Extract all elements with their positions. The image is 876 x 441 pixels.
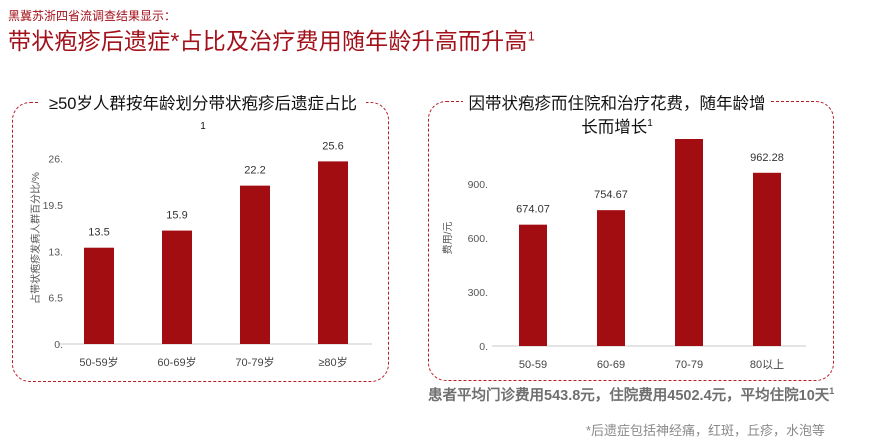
page-title-text: 带状疱疹后遗症*占比及治疗费用随年龄升高而升高 — [8, 28, 528, 54]
right-y-tick-label: 900. — [468, 179, 488, 191]
footnote: *后遗症包括神经痛，红斑，丘疹，水泡等 — [586, 423, 826, 438]
left-bar — [162, 230, 192, 344]
right-chart-title: 因带状疱疹而住院和治疗花费，随年龄增长而增长1 — [463, 94, 771, 138]
right-bar-value-label: 754.67 — [594, 189, 628, 201]
right-x-tick-label: 60-69 — [597, 359, 625, 371]
right-bar — [597, 210, 625, 346]
left-y-axis-label: 占带状疱疹发病人群百分比/% — [29, 172, 42, 304]
page-title-citation: 1 — [527, 28, 535, 44]
left-y-tick-label: 0. — [54, 339, 63, 351]
left-y-tick-label: 19.5 — [43, 200, 64, 212]
left-bar — [318, 161, 348, 344]
left-chart-title-text: ≥50岁人群按年龄划分带状疱疹后遗症占比 — [49, 95, 357, 113]
right-chart: 0. 300. 600. 900. 费用/元 674.07 50-59 754.67 60-69… — [441, 139, 806, 371]
right-y-tick-label: 300. — [468, 287, 488, 299]
left-x-tick-label: ≥80岁 — [318, 355, 347, 369]
right-x-tick-label: 50-59 — [519, 359, 547, 371]
left-bar-value-label: 25.6 — [322, 140, 343, 152]
left-y-tick-label: 26. — [48, 154, 63, 166]
right-bar — [519, 224, 547, 346]
right-chart-title-text: 因带状疱疹而住院和治疗花费，随年龄增长而增长 — [468, 95, 766, 137]
left-chart-title: ≥50岁人群按年龄划分带状疱疹后遗症占比 1 — [40, 94, 366, 134]
right-y-tick-label: 600. — [468, 233, 488, 245]
cost-summary-note: 患者平均门诊费用543.8元，住院费用4502.4元，平均住院10天1 — [428, 384, 834, 405]
left-bar-value-label: 13.5 — [88, 227, 109, 239]
left-chart-title-citation: 1 — [200, 121, 206, 132]
left-bar-value-label: 22.2 — [244, 165, 265, 177]
left-y-tick-label: 6.5 — [48, 293, 63, 305]
page-title: 带状疱疹后遗症*占比及治疗费用随年龄升高而升高1 — [8, 22, 535, 56]
left-x-tick-label: 70-79岁 — [235, 355, 274, 369]
left-bar-value-label: 15.9 — [166, 210, 187, 222]
left-chart: 0. 6.5 13. 19.5 26. 占带状疱疹发病人群百分比/% 13.5 50-59岁 1… — [29, 140, 372, 369]
right-bar — [753, 172, 781, 346]
header-subtitle: 黑冀苏浙四省流调查结果显示： — [8, 9, 177, 23]
right-chart-title-citation: 1 — [647, 118, 653, 129]
cost-summary-citation: 1 — [829, 386, 835, 397]
left-bar — [84, 247, 114, 344]
left-x-tick-label: 50-59岁 — [79, 355, 118, 369]
right-y-tick-label: 0. — [479, 341, 488, 353]
left-x-tick-label: 60-69岁 — [157, 355, 196, 369]
right-y-axis-label: 费用/元 — [441, 222, 454, 255]
right-x-tick-label: 70-79 — [675, 359, 703, 371]
right-bar — [675, 139, 703, 346]
left-bar — [240, 185, 270, 344]
right-x-tick-label: 80以上 — [750, 358, 784, 371]
left-y-tick-label: 13. — [48, 246, 63, 258]
right-bar-value-label: 674.07 — [516, 204, 550, 216]
cost-summary-text: 患者平均门诊费用543.8元，住院费用4502.4元，平均住院10天 — [428, 388, 830, 404]
right-bar-value-label: 962.28 — [750, 152, 784, 164]
